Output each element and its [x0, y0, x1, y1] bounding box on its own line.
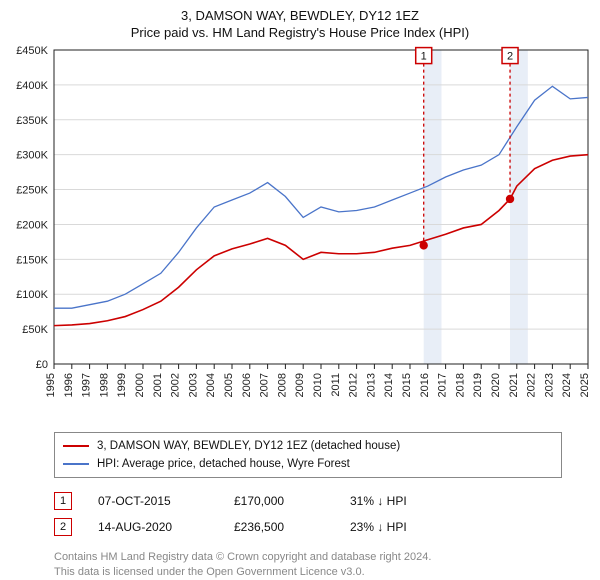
svg-text:1997: 1997 — [81, 373, 93, 397]
legend-label: HPI: Average price, detached house, Wyre… — [97, 458, 350, 470]
svg-text:2003: 2003 — [187, 373, 199, 397]
legend-label: 3, DAMSON WAY, BEWDLEY, DY12 1EZ (detach… — [97, 440, 400, 452]
svg-text:2004: 2004 — [205, 373, 217, 397]
svg-text:2008: 2008 — [276, 373, 288, 397]
svg-text:2015: 2015 — [401, 373, 413, 397]
svg-text:1999: 1999 — [116, 373, 128, 397]
sale-price: £170,000 — [234, 494, 324, 508]
svg-text:2010: 2010 — [312, 373, 324, 397]
svg-text:2006: 2006 — [241, 373, 253, 397]
svg-text:£150K: £150K — [16, 254, 48, 266]
svg-text:2024: 2024 — [561, 373, 573, 397]
chart-titles: 3, DAMSON WAY, BEWDLEY, DY12 1EZ Price p… — [0, 0, 600, 44]
chart: £0 £50K £100K £150K £200K £250K £300K £350K £400… — [0, 44, 600, 424]
sale-date: 07-OCT-2015 — [98, 494, 208, 508]
footer-line: This data is licensed under the Open Gov… — [54, 565, 544, 580]
legend-swatch — [63, 463, 89, 465]
svg-text:2021: 2021 — [508, 373, 520, 397]
sale-price: £236,500 — [234, 520, 324, 534]
svg-text:£50K: £50K — [22, 324, 48, 336]
svg-text:1996: 1996 — [63, 373, 75, 397]
svg-text:£300K: £300K — [16, 150, 48, 162]
svg-text:2019: 2019 — [472, 373, 484, 397]
chart-svg: £0 £50K £100K £150K £200K £250K £300K £350K £400… — [0, 44, 600, 424]
legend-row: 3, DAMSON WAY, BEWDLEY, DY12 1EZ (detach… — [63, 437, 553, 455]
svg-text:£0: £0 — [36, 359, 48, 371]
svg-text:2013: 2013 — [365, 373, 377, 397]
sales-row: 2 14-AUG-2020 £236,500 23% ↓ HPI — [54, 514, 544, 540]
svg-text:2001: 2001 — [152, 373, 164, 397]
svg-text:£400K: £400K — [16, 80, 48, 92]
footer-attribution: Contains HM Land Registry data © Crown c… — [54, 550, 544, 580]
svg-text:2005: 2005 — [223, 373, 235, 397]
sale-marker: 2 — [54, 518, 72, 536]
svg-text:1998: 1998 — [98, 373, 110, 397]
svg-text:2007: 2007 — [259, 373, 271, 397]
svg-text:2009: 2009 — [294, 373, 306, 397]
sales-table: 1 07-OCT-2015 £170,000 31% ↓ HPI 2 14-AUG-202… — [54, 488, 544, 540]
svg-text:2020: 2020 — [490, 373, 502, 397]
legend-row: HPI: Average price, detached house, Wyre… — [63, 455, 553, 473]
svg-text:£450K: £450K — [16, 45, 48, 57]
footer-line: Contains HM Land Registry data © Crown c… — [54, 550, 544, 565]
legend-swatch — [63, 445, 89, 447]
svg-text:£350K: £350K — [16, 115, 48, 127]
svg-text:2018: 2018 — [454, 373, 466, 397]
svg-text:2022: 2022 — [526, 373, 538, 397]
svg-text:2000: 2000 — [134, 373, 146, 397]
svg-text:2002: 2002 — [170, 373, 182, 397]
svg-text:2012: 2012 — [348, 373, 360, 397]
legend: 3, DAMSON WAY, BEWDLEY, DY12 1EZ (detach… — [54, 432, 562, 478]
svg-text:1995: 1995 — [45, 373, 57, 397]
page: 3, DAMSON WAY, BEWDLEY, DY12 1EZ Price p… — [0, 0, 600, 580]
svg-text:2023: 2023 — [543, 373, 555, 397]
svg-text:2014: 2014 — [383, 373, 395, 397]
svg-text:2016: 2016 — [419, 373, 431, 397]
svg-text:2: 2 — [507, 51, 513, 63]
svg-text:2011: 2011 — [330, 373, 342, 397]
svg-text:2025: 2025 — [579, 373, 591, 397]
svg-text:£100K: £100K — [16, 289, 48, 301]
sale-date: 14-AUG-2020 — [98, 520, 208, 534]
svg-text:2017: 2017 — [437, 373, 449, 397]
sale-delta: 31% ↓ HPI — [350, 494, 440, 508]
chart-subtitle: Price paid vs. HM Land Registry's House … — [0, 25, 600, 40]
svg-text:£250K: £250K — [16, 185, 48, 197]
svg-text:£200K: £200K — [16, 219, 48, 231]
svg-text:1: 1 — [421, 51, 427, 63]
sales-row: 1 07-OCT-2015 £170,000 31% ↓ HPI — [54, 488, 544, 514]
chart-title: 3, DAMSON WAY, BEWDLEY, DY12 1EZ — [0, 8, 600, 23]
sale-marker: 1 — [54, 492, 72, 510]
sale-delta: 23% ↓ HPI — [350, 520, 440, 534]
